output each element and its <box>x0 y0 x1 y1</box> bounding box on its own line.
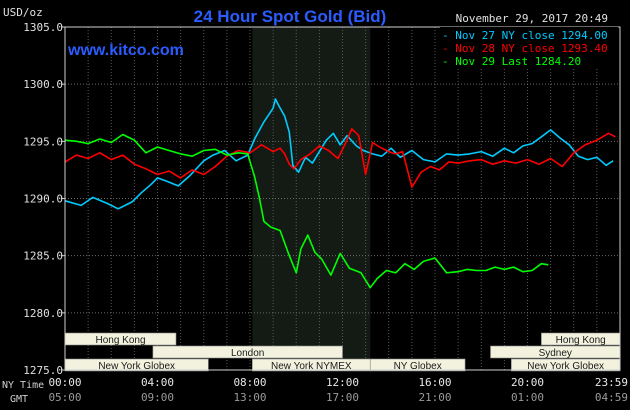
session-label: New York Globex <box>98 361 175 372</box>
x-tick-label-gmt: 21:00 <box>418 391 451 404</box>
series-line <box>64 128 616 188</box>
site-watermark: www.kitco.com <box>67 42 184 59</box>
session-label: NY Globex <box>394 361 442 372</box>
session-label: London <box>231 348 264 359</box>
series-line <box>64 133 549 289</box>
legend-entry: - Nov 28 NY close 1293.40 <box>442 42 608 55</box>
x-axis: 00:00 05:00 04:00 09:00 08:00 13:00 12:00 17:00… <box>48 376 628 404</box>
session-bar: NY Globex <box>369 358 466 372</box>
y-tick-label: 1305.0 <box>23 21 63 34</box>
gmt-row-label: GMT <box>10 394 28 405</box>
chart-title: 24 Hour Spot Gold (Bid) <box>194 7 387 26</box>
x-tick-label-gmt: 09:00 <box>141 391 174 404</box>
legend-box <box>440 27 618 67</box>
x-tick-label-ny: 04:00 <box>141 376 174 389</box>
x-tick-label-ny: 20:00 <box>511 376 544 389</box>
legend-entry: - Nov 27 NY close 1294.00 <box>442 29 608 42</box>
y-tick-label: 1275.0 <box>23 364 63 377</box>
x-tick-label-gmt: 17:00 <box>326 391 359 404</box>
session-bar-rect <box>369 358 466 372</box>
market-sessions: Hong Kong London New York Globex New York N… <box>64 332 621 372</box>
x-tick-label-ny: 12:00 <box>326 376 359 389</box>
y-axis: 1305.0 1300.0 1295.0 1290.0 1285.0 1280.0 1275… <box>23 21 65 377</box>
x-tick-label-ny: 00:00 <box>48 376 81 389</box>
session-bar: Sydney <box>490 345 621 359</box>
x-tick-label-gmt: 04:59 <box>595 391 628 404</box>
y-tick-label: 1295.0 <box>23 135 63 148</box>
x-tick-label-gmt: 13:00 <box>233 391 266 404</box>
y-axis-unit: USD/oz <box>3 6 43 19</box>
grid-lines <box>65 27 620 370</box>
legend-entry: - Nov 29 Last 1284.20 <box>442 55 581 68</box>
timestamp: November 29, 2017 20:49 <box>456 12 608 25</box>
session-bar-rect <box>152 345 343 359</box>
session-bar: Hong Kong <box>541 332 621 346</box>
x-tick-label-gmt: 05:00 <box>48 391 81 404</box>
x-tick-label-ny: 08:00 <box>233 376 266 389</box>
series-line <box>64 98 614 210</box>
session-label: New York Globex <box>527 361 604 372</box>
y-tick-label: 1280.0 <box>23 307 63 320</box>
session-label: Hong Kong <box>556 335 606 346</box>
x-tick-label-ny: 16:00 <box>418 376 451 389</box>
legend: - Nov 27 NY close 1294.00- Nov 28 NY clo… <box>440 27 618 68</box>
ny-time-row-label: NY Time <box>2 380 44 391</box>
series-lines <box>64 98 616 289</box>
y-tick-label: 1300.0 <box>23 78 63 91</box>
x-tick-label-ny: 23:59 <box>595 376 628 389</box>
session-bar: London <box>152 345 343 359</box>
session-label: Sydney <box>539 348 572 359</box>
y-tick-label: 1290.0 <box>23 193 63 206</box>
session-label: Hong Kong <box>95 335 145 346</box>
x-tick-label-gmt: 01:00 <box>511 391 544 404</box>
session-label: New York NYMEX <box>271 361 352 372</box>
y-tick-label: 1285.0 <box>23 250 63 263</box>
session-bar: Hong Kong <box>64 332 177 346</box>
